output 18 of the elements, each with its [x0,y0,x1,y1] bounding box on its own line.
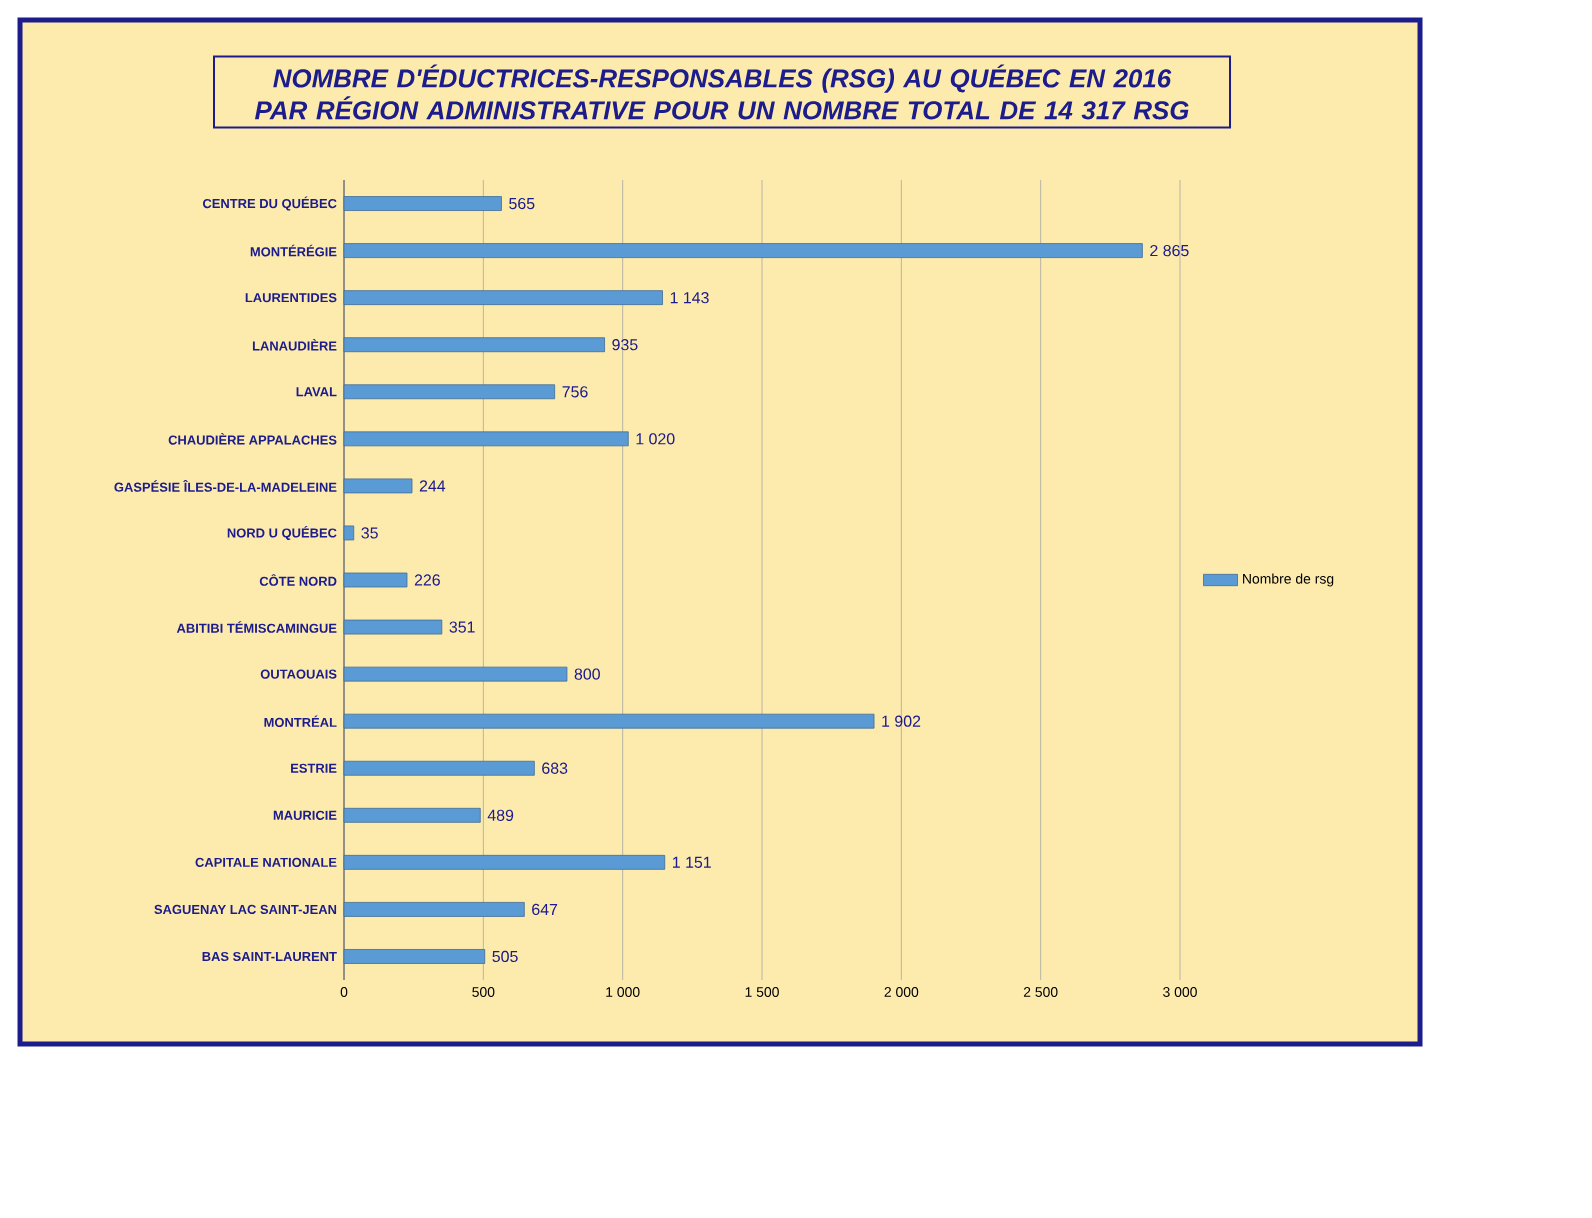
bar [343,949,486,964]
bar [343,431,629,447]
bar [343,525,355,541]
bar [343,854,666,870]
bar [343,337,605,353]
bar [343,619,443,635]
bar [343,478,413,494]
bar [343,290,663,306]
bar [343,902,525,917]
bar [343,196,502,211]
bar [343,760,535,776]
bar [343,243,1143,258]
bar [343,572,408,588]
bar [343,807,481,823]
bar [343,666,568,682]
bar [343,713,875,729]
bar [343,384,556,400]
chart-title: NOMBRE D'ÉDUCTRICES-RESPONSABLES (RSG) AU QUÉBEC EN 2016 PAR RÉGION ADMINISTRATIVE POUR UN NOMBRE TOTAL DE 14 317 RSG [254,64,1189,120]
